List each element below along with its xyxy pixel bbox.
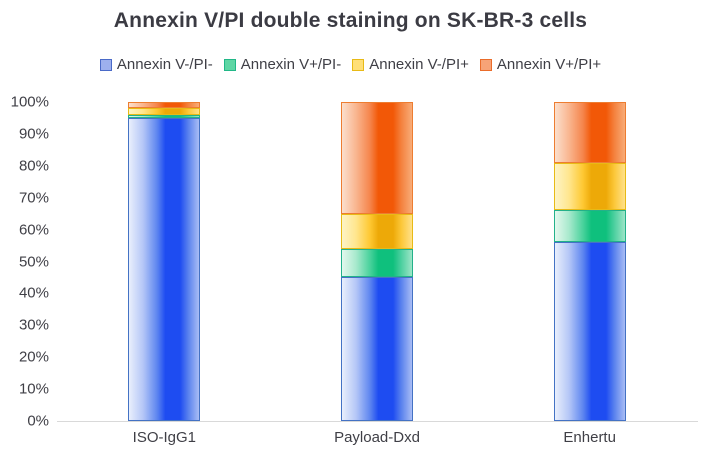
legend-item: Annexin V+/PI+ xyxy=(479,56,602,73)
legend-swatch-icon xyxy=(352,58,365,71)
y-tick-label: 20% xyxy=(18,348,49,366)
bar-segment xyxy=(341,102,413,214)
y-tick-label: 40% xyxy=(18,284,49,302)
y-tick-label: 90% xyxy=(18,125,49,143)
legend-swatch-icon xyxy=(99,58,112,71)
plot-area: 0% 10% 20% 30% 40% 50% 60% 70% 80% 90% 100% ISO-Ig… xyxy=(11,94,698,446)
legend-label: Annexin V-/PI+ xyxy=(369,56,469,73)
y-tick-label: 100% xyxy=(10,93,49,111)
legend-label: Annexin V+/PI+ xyxy=(496,56,602,73)
bar-segment xyxy=(128,117,201,421)
x-axis-line xyxy=(57,421,698,422)
y-tick-label: 30% xyxy=(18,316,49,334)
chart-title: Annexin V/PI double staining on SK-BR-3 … xyxy=(113,9,588,32)
legend: Annexin V-/PI- Annexin V+/PI- Annexin V-/P… xyxy=(0,56,701,73)
bar-segment xyxy=(128,114,201,118)
legend-item: Annexin V+/PI- xyxy=(223,56,342,73)
y-tick-label: 60% xyxy=(18,221,49,239)
legend-swatch-icon xyxy=(223,58,236,71)
stacked-bar-payload-dxd xyxy=(341,102,413,421)
legend-swatch-icon xyxy=(479,58,492,71)
category-column xyxy=(58,102,271,421)
y-tick-label: 80% xyxy=(18,157,49,175)
bar-segment xyxy=(128,102,201,109)
category-column xyxy=(271,102,484,421)
category-column xyxy=(483,102,696,421)
bar-segment xyxy=(553,102,626,163)
y-tick-label: 0% xyxy=(27,412,49,430)
y-tick-label: 50% xyxy=(18,253,49,270)
y-tick-label: 10% xyxy=(18,380,49,398)
bar-segment xyxy=(341,277,413,421)
bar-segment xyxy=(553,162,626,211)
bar-segment xyxy=(341,248,413,278)
legend-label: Annexin V+/PI- xyxy=(240,56,342,73)
legend-item: Annexin V-/PI- xyxy=(99,56,213,73)
legend-label: Annexin V-/PI- xyxy=(116,56,213,73)
x-axis-labels: ISO-IgG1 Payload-Dxd Enhertu xyxy=(58,429,696,446)
x-category-label: Enhertu xyxy=(563,429,616,446)
stacked-bar-iso-igg1 xyxy=(128,102,201,421)
bar-segment xyxy=(553,242,626,421)
bar-segment xyxy=(553,210,626,243)
x-category-label: ISO-IgG1 xyxy=(132,429,197,446)
bar-segment xyxy=(341,213,413,249)
stacked-bar-enhertu xyxy=(553,102,626,421)
bar-segment xyxy=(128,108,201,115)
legend-item: Annexin V-/PI+ xyxy=(352,56,469,73)
bars-area xyxy=(58,102,696,421)
y-tick-label: 70% xyxy=(18,189,49,207)
x-category-label: Payload-Dxd xyxy=(334,429,420,446)
